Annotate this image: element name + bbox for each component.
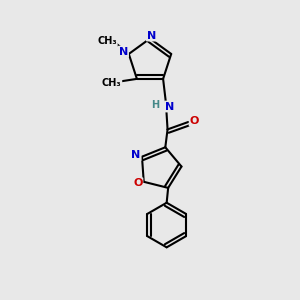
Text: O: O (190, 116, 199, 126)
Text: CH₃: CH₃ (102, 78, 122, 88)
Text: N: N (119, 46, 128, 57)
Text: O: O (133, 178, 142, 188)
Text: H: H (151, 100, 159, 110)
Text: N: N (147, 31, 156, 40)
Text: N: N (165, 101, 174, 112)
Text: N: N (131, 150, 141, 160)
Text: CH₃: CH₃ (97, 36, 117, 46)
